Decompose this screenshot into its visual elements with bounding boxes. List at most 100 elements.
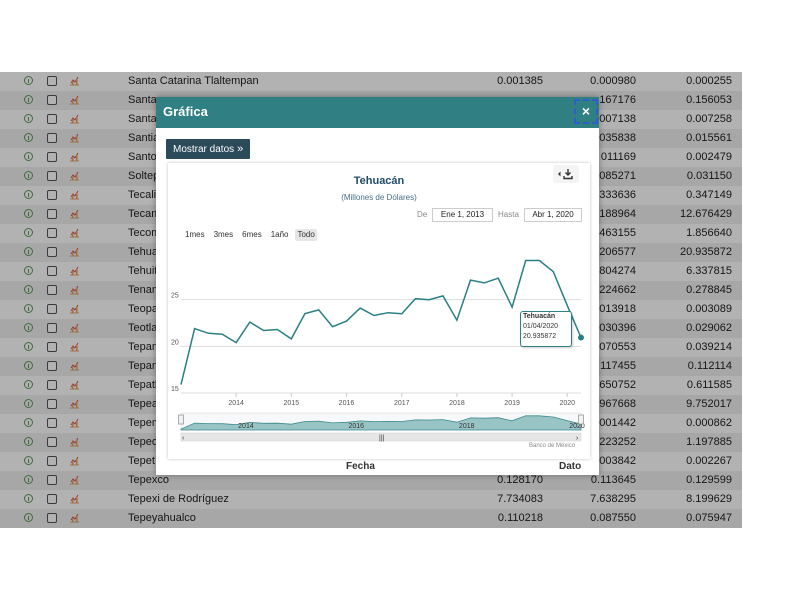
bar-chart-icon[interactable] [69,132,80,143]
info-icon[interactable] [24,171,33,180]
bar-chart-icon[interactable] [69,227,80,238]
row-checkbox[interactable] [47,380,57,390]
row-checkbox[interactable] [47,437,57,447]
row-checkbox[interactable] [47,95,57,105]
row-checkbox[interactable] [47,494,57,504]
bar-chart-icon[interactable] [69,208,80,219]
bar-chart-icon[interactable] [69,265,80,276]
info-icon[interactable] [24,418,33,427]
info-icon[interactable] [24,190,33,199]
zoom-button-3mes[interactable]: 3mes [213,230,234,239]
bar-chart-icon[interactable] [69,417,80,428]
row-value-2: 0.087550 [590,512,636,524]
x-tick-label: 2020 [559,400,575,407]
row-checkbox[interactable] [47,475,57,485]
row-value-3: 0.347149 [686,189,732,201]
row-checkbox[interactable] [47,228,57,238]
range-from-input[interactable]: Ene 1, 2013 [432,208,493,222]
info-icon[interactable] [24,228,33,237]
row-checkbox[interactable] [47,323,57,333]
info-icon[interactable] [24,304,33,313]
zoom-button-1año[interactable]: 1año [270,230,289,239]
info-icon[interactable] [24,494,33,503]
info-icon[interactable] [24,475,33,484]
zoom-button-Todo[interactable]: Todo [295,229,317,241]
row-value-2: 117455 [600,360,636,372]
info-icon[interactable] [24,323,33,332]
info-icon[interactable] [24,456,33,465]
row-checkbox[interactable] [47,266,57,276]
export-menu-button[interactable] [553,165,579,183]
info-icon[interactable] [24,209,33,218]
bar-chart-icon[interactable] [69,75,80,86]
row-value-2: 206577 [599,246,636,258]
x-tick-label: 2016 [339,400,355,407]
info-icon[interactable] [24,437,33,446]
bar-chart-icon[interactable] [69,246,80,257]
row-checkbox[interactable] [47,285,57,295]
row-checkbox[interactable] [47,114,57,124]
row-checkbox[interactable] [47,361,57,371]
row-value-3: 0.031150 [686,170,732,182]
bar-chart-icon[interactable] [69,284,80,295]
bar-chart-icon[interactable] [69,474,80,485]
info-icon[interactable] [24,247,33,256]
bar-chart-icon[interactable] [69,436,80,447]
row-checkbox[interactable] [47,171,57,181]
navigator-handle[interactable] [178,414,184,425]
row-name: Teopa [128,303,158,315]
bar-chart-icon[interactable] [69,303,80,314]
bar-chart-icon[interactable] [69,113,80,124]
row-checkbox[interactable] [47,399,57,409]
navigator-handle[interactable] [578,414,584,425]
row-checkbox[interactable] [47,152,57,162]
info-icon[interactable] [24,152,33,161]
info-icon[interactable] [24,361,33,370]
row-checkbox[interactable] [47,190,57,200]
bar-chart-icon[interactable] [69,493,80,504]
bar-chart-icon[interactable] [69,360,80,371]
bar-chart-icon[interactable] [69,512,80,523]
range-to-input[interactable]: Abr 1, 2020 [524,208,582,222]
bar-chart-icon[interactable] [69,94,80,105]
row-checkbox[interactable] [47,342,57,352]
info-icon[interactable] [24,380,33,389]
row-checkbox[interactable] [47,513,57,523]
row-checkbox[interactable] [47,418,57,428]
bar-chart-icon[interactable] [69,341,80,352]
bar-chart-icon[interactable] [69,379,80,390]
bar-chart-icon[interactable] [69,322,80,333]
info-icon[interactable] [24,513,33,522]
info-icon[interactable] [24,76,33,85]
bar-chart-icon[interactable] [69,455,80,466]
zoom-button-6mes[interactable]: 6mes [242,230,262,239]
zoom-button-1mes[interactable]: 1mes [185,230,205,239]
info-icon[interactable] [24,342,33,351]
row-name: Tecam [128,208,161,220]
bar-chart-icon[interactable] [69,170,80,181]
info-icon[interactable] [24,285,33,294]
row-value-3: 0.129599 [686,474,732,486]
row-checkbox[interactable] [47,304,57,314]
scroll-right-icon: › [576,435,579,442]
info-icon[interactable] [24,133,33,142]
close-button[interactable]: × [574,99,598,124]
show-data-button[interactable]: Mostrar datos» [166,139,251,159]
info-icon[interactable] [24,399,33,408]
row-checkbox[interactable] [47,76,57,86]
row-checkbox[interactable] [47,456,57,466]
bar-chart-icon[interactable] [69,398,80,409]
info-icon[interactable] [24,95,33,104]
info-icon[interactable] [24,266,33,275]
info-icon[interactable] [24,114,33,123]
row-checkbox[interactable] [47,247,57,257]
bar-chart-icon[interactable] [69,189,80,200]
scrollbar-track[interactable] [180,432,582,442]
row-checkbox[interactable] [47,133,57,143]
row-value-2: 007138 [599,113,636,125]
chart-svg: 15 20 25 2014 2015 2016 2017 2018 2019 2020 2014 20… [171,259,585,442]
bar-chart-icon[interactable] [69,151,80,162]
row-checkbox[interactable] [47,209,57,219]
row-value-2: 085271 [599,170,636,182]
row-name: Soltep [128,170,160,182]
